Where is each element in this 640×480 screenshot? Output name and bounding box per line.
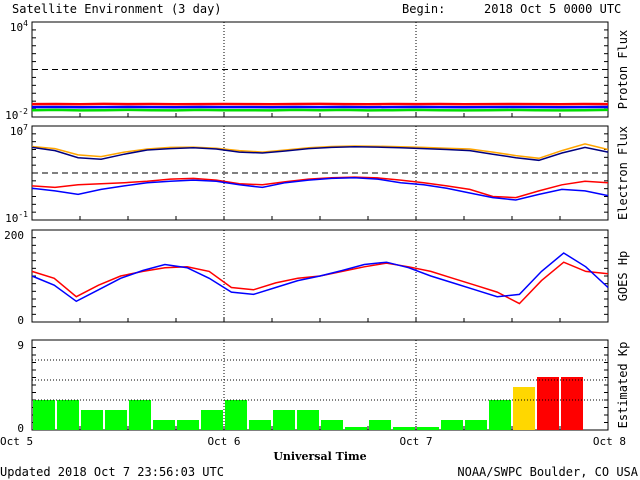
chart-title: Satellite Environment (3 day): [12, 2, 222, 16]
series-line-2: [31, 176, 609, 199]
kp-bar: [273, 410, 295, 430]
kp-bar: [369, 420, 391, 430]
kp-bar: [249, 420, 271, 430]
begin-value: 2018 Oct 5 0000 UTC: [484, 2, 621, 16]
series-line-0: [31, 261, 609, 305]
x-tick-label: Oct 7: [399, 435, 432, 448]
y-tick-label-bottom: 10-1: [5, 210, 28, 225]
x-axis: Oct 5 Oct 6 Oct 7 Oct 8: [0, 435, 626, 448]
kp-bar: [129, 400, 151, 430]
kp-bar: [177, 420, 199, 430]
y-tick-label-bottom: 0: [17, 314, 24, 327]
series-line-1: [31, 146, 609, 162]
updated-text: Updated 2018 Oct 7 23:56:03 UTC: [0, 465, 224, 479]
kp-bar: [417, 427, 439, 430]
y-tick-label-top: 107: [10, 123, 28, 138]
series-line-2: [31, 108, 609, 112]
kp-bar: [465, 420, 487, 430]
y-tick-label-bottom: 0: [17, 422, 24, 435]
kp-bar: [393, 427, 415, 430]
kp-bar: [513, 387, 535, 430]
kp-bar: [537, 377, 559, 430]
kp-bar: [201, 410, 223, 430]
kp-bar: [81, 410, 103, 430]
kp-bar: [225, 400, 247, 430]
kp-bar: [153, 420, 175, 430]
kp-bar: [561, 377, 583, 430]
begin-label: Begin:: [402, 2, 445, 16]
kp-bar: [33, 400, 55, 430]
series-line-0: [31, 143, 609, 160]
panel-frame: [31, 125, 609, 221]
kp-bar: [441, 420, 463, 430]
y-axis-title: Electron Flux: [616, 126, 630, 220]
x-tick-label: Oct 5: [0, 435, 33, 448]
series-line-3: [31, 176, 609, 201]
x-tick-label: Oct 6: [207, 435, 240, 448]
x-tick-label: Oct 8: [593, 435, 626, 448]
y-axis-title: GOES Hp: [616, 251, 630, 302]
kp-bar: [345, 427, 367, 430]
estimated-kp-panel: 9 0 Estimated Kp: [17, 339, 630, 435]
proton-flux-panel: 104 10-2 Proton Flux: [5, 19, 630, 122]
kp-bar: [105, 410, 127, 430]
kp-bar: [57, 400, 79, 430]
y-axis-title: Estimated Kp: [616, 342, 630, 429]
y-tick-label-bottom: 10-2: [5, 107, 28, 122]
kp-bar: [297, 410, 319, 430]
y-tick-label-top: 104: [10, 19, 28, 34]
kp-bar: [489, 400, 511, 430]
y-tick-label-top: 200: [4, 229, 24, 242]
electron-flux-panel: 107 10-1 Electron Flux: [5, 123, 630, 225]
series-line-1: [31, 252, 609, 303]
y-tick-label-top: 9: [17, 339, 24, 352]
x-axis-title: Universal Time: [273, 450, 366, 463]
kp-bar: [321, 420, 343, 430]
y-axis-title: Proton Flux: [616, 30, 630, 109]
goes-hp-panel: 200 0 GOES Hp: [4, 229, 630, 327]
credit-text: NOAA/SWPC Boulder, CO USA: [457, 465, 638, 479]
